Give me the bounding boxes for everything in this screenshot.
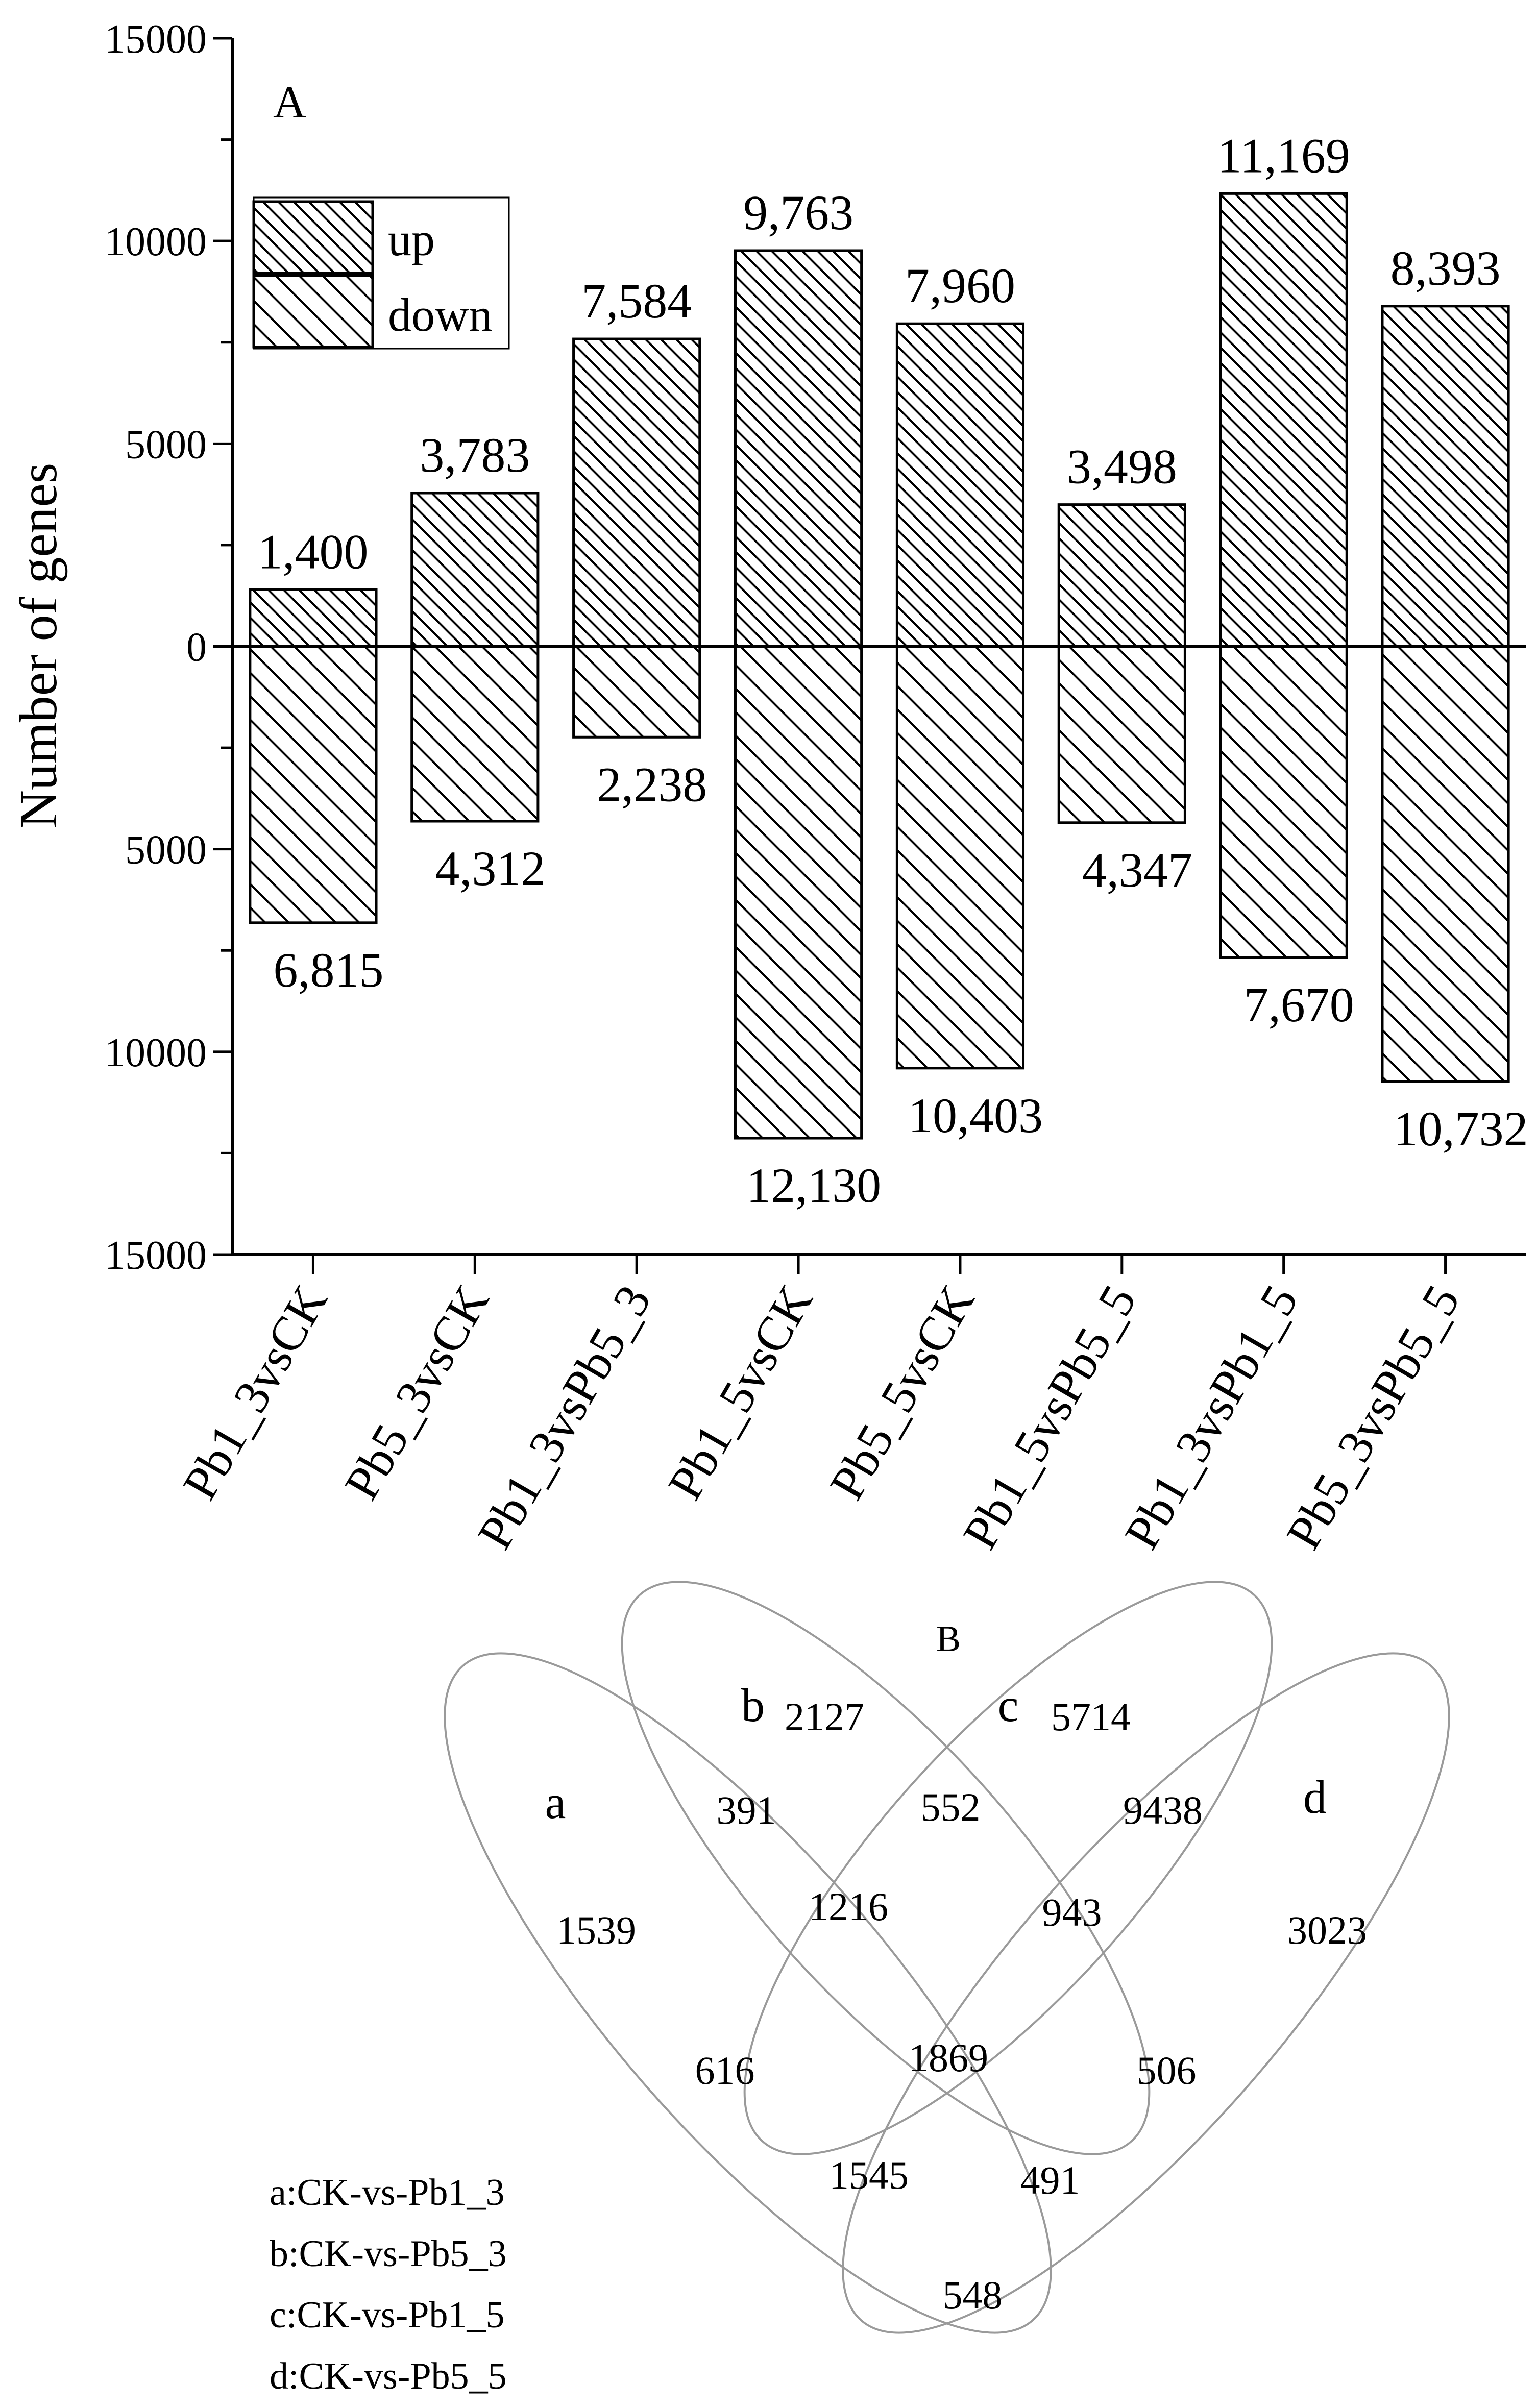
- venn-region-d: 3023: [1287, 1908, 1367, 1952]
- bars: [232, 192, 1526, 1140]
- x-tick-label: Pb1_3vsPb5_3: [467, 1276, 662, 1558]
- bar-up: [410, 492, 540, 648]
- bar-up: [734, 249, 863, 648]
- venn-set-label-d: d: [1303, 1771, 1327, 1823]
- venn-region-c: 5714: [1051, 1694, 1131, 1739]
- venn-set-label-b: b: [741, 1679, 765, 1731]
- bar-down: [249, 645, 378, 924]
- y-tick-label: 15000: [105, 1233, 207, 1278]
- venn-region-b: 2127: [785, 1694, 864, 1739]
- x-tick-label: Pb1_5vsPb5_5: [952, 1276, 1146, 1558]
- legend-label-down: down: [388, 289, 492, 341]
- venn-region-bc: 552: [921, 1785, 981, 1829]
- bar-up: [1219, 192, 1348, 648]
- venn-region-cd: 9438: [1123, 1788, 1203, 1832]
- value-label-up: 3,783: [420, 428, 530, 482]
- venn-key: a:CK-vs-Pb1_3 b:CK-vs-Pb5_3 c:CK-vs-Pb1_…: [270, 2172, 507, 2397]
- x-tick-label: Pb1_3vsCK: [172, 1276, 338, 1508]
- venn-key-d: d:CK-vs-Pb5_5: [270, 2355, 507, 2397]
- panel-a-label: A: [273, 77, 306, 128]
- venn-region-bd: 506: [1137, 2048, 1197, 2093]
- x-tick-label: Pb1_3vsPb1_5: [1114, 1276, 1308, 1558]
- venn-region-abc: 1216: [809, 1884, 888, 1929]
- value-label-down: 2,238: [597, 757, 707, 812]
- value-label-down: 12,130: [746, 1158, 881, 1213]
- venn-region-acd: 1545: [829, 2153, 909, 2197]
- bar-chart: 15000 10000 5000 0 5000 10000 15000 1,400 6,815…: [9, 17, 1528, 1558]
- venn-ellipse-d: [842, 1652, 1450, 2334]
- venn-region-ac: 616: [695, 2048, 755, 2093]
- venn-region-abd: 491: [1020, 2158, 1080, 2202]
- x-axis: Pb1_3vsCKPb5_3vsCKPb1_3vsPb5_3Pb1_5vsCKP…: [172, 1253, 1526, 1558]
- venn-region-bcd: 943: [1042, 1890, 1102, 1934]
- value-label-down: 10,732: [1394, 1101, 1528, 1156]
- venn-ellipse-a: [444, 1652, 1052, 2334]
- value-label-up: 7,960: [905, 258, 1015, 313]
- value-label-up: 1,400: [258, 524, 368, 579]
- legend-swatch-down: [252, 274, 374, 349]
- value-label-up: 11,169: [1217, 128, 1350, 183]
- x-tick-label: Pb1_5vsCK: [657, 1276, 823, 1508]
- value-labels: 1,400 6,815 3,783 4,312 7,584 2,238 9,763 12,13…: [258, 128, 1528, 1213]
- venn-set-label-c: c: [998, 1679, 1019, 1731]
- value-label-up: 3,498: [1067, 439, 1177, 494]
- value-label-up: 7,584: [581, 274, 692, 328]
- bar-down: [572, 645, 701, 739]
- y-tick-label: 5000: [125, 828, 207, 873]
- venn-region-ad: 548: [943, 2273, 1003, 2317]
- venn-ellipse-b: [621, 1581, 1151, 2155]
- x-tick-label: Pb5_3vsPb5_5: [1276, 1276, 1470, 1558]
- legend: up down: [252, 196, 510, 350]
- value-label-down: 10,403: [908, 1088, 1043, 1143]
- y-tick-label: 10000: [105, 219, 207, 264]
- venn-key-c: c:CK-vs-Pb1_5: [270, 2294, 504, 2336]
- legend-label-up: up: [388, 213, 435, 265]
- venn-set-label-a: a: [545, 1776, 566, 1828]
- y-axis: 15000 10000 5000 0 5000 10000 15000: [105, 17, 234, 1278]
- bar-up: [249, 588, 378, 648]
- x-tick-label: Pb5_3vsCK: [334, 1276, 500, 1508]
- value-label-up: 9,763: [743, 185, 853, 240]
- y-tick-label: 10000: [105, 1030, 207, 1075]
- venn-region-ab: 391: [717, 1788, 776, 1832]
- value-label-down: 4,312: [435, 841, 545, 896]
- venn-key-b: b:CK-vs-Pb5_3: [270, 2233, 507, 2275]
- bar-down: [895, 645, 1025, 1070]
- venn-region-a: 1539: [556, 1908, 636, 1952]
- panel-b-label: B: [936, 1618, 961, 1659]
- venn-diagram: B a b c d 1539 2127 5714 3023 391 552 94…: [270, 1581, 1450, 2397]
- value-label-down: 4,347: [1082, 843, 1192, 897]
- y-tick-label: 0: [186, 625, 207, 670]
- venn-ellipse-c: [743, 1581, 1273, 2155]
- legend-swatch-up: [252, 200, 374, 275]
- bar-down: [410, 645, 540, 823]
- bar-up: [572, 337, 701, 648]
- value-label-up: 8,393: [1390, 241, 1501, 296]
- bar-up: [895, 322, 1025, 648]
- bar-down: [1381, 645, 1510, 1083]
- bar-up: [1057, 503, 1186, 648]
- y-tick-label: 5000: [125, 422, 207, 467]
- venn-key-a: a:CK-vs-Pb1_3: [270, 2172, 504, 2214]
- value-label-down: 7,670: [1244, 977, 1354, 1032]
- bar-down: [1057, 645, 1186, 824]
- x-tick-label: Pb5_5vsCK: [819, 1276, 985, 1508]
- bar-up: [1381, 305, 1510, 648]
- y-tick-label: 15000: [105, 17, 207, 62]
- bar-down: [734, 645, 863, 1140]
- venn-region-abcd: 1869: [909, 2035, 988, 2080]
- value-label-down: 6,815: [273, 943, 383, 997]
- y-axis-title: Number of genes: [9, 463, 68, 828]
- bar-down: [1219, 645, 1348, 959]
